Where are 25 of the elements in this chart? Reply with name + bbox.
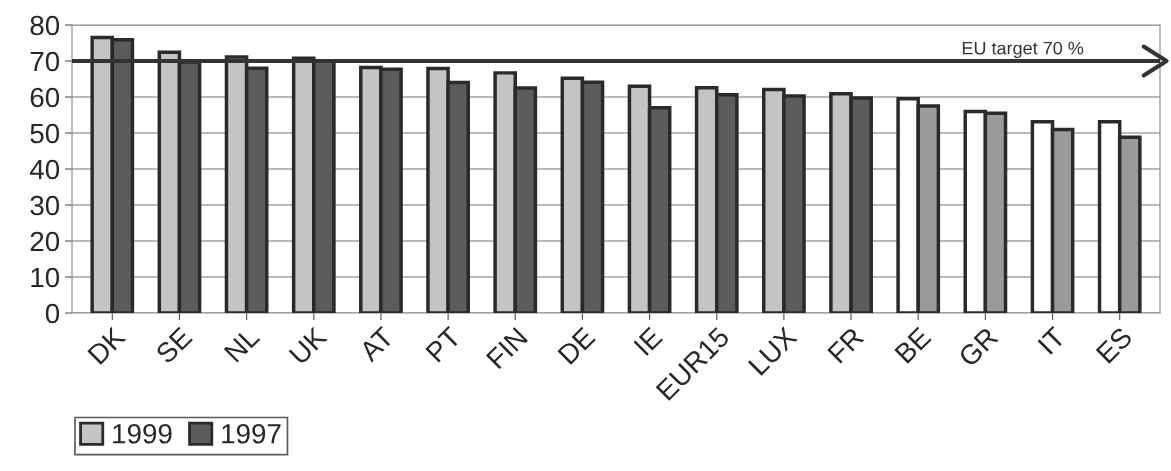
y-tick-label: 40 [29, 159, 60, 180]
y-tick-label: 0 [45, 303, 60, 324]
x-tick-label: IT [1037, 325, 1067, 355]
x-tick-label: PT [425, 325, 462, 363]
x-tick-label: NL [223, 326, 261, 363]
x-tick-label: BE [894, 326, 932, 364]
y-tick-label: 10 [31, 267, 60, 288]
x-tick-label: FR [827, 326, 865, 364]
x-tick-label: GR [957, 326, 999, 368]
y-tick-label: 60 [30, 87, 60, 108]
x-tick-label: FIN [485, 327, 528, 370]
x-tick-label: SE [154, 326, 194, 365]
legend-label: 1997 [222, 423, 281, 444]
x-tick-label: DK [87, 325, 127, 365]
legend-label: 1999 [113, 423, 172, 444]
y-tick-label: 80 [30, 15, 60, 36]
y-tick-label: 50 [30, 123, 60, 144]
x-tick-label: ES [1095, 326, 1134, 364]
x-tick-label: DE [557, 326, 596, 365]
y-tick-label: 30 [30, 195, 60, 216]
ref-line-label: EU target 70 % [962, 41, 1084, 59]
x-tick-label: UK [288, 325, 328, 365]
y-tick-label: 70 [30, 51, 60, 72]
x-tick-label: AT [358, 325, 395, 363]
y-tick-label: 20 [30, 231, 60, 252]
